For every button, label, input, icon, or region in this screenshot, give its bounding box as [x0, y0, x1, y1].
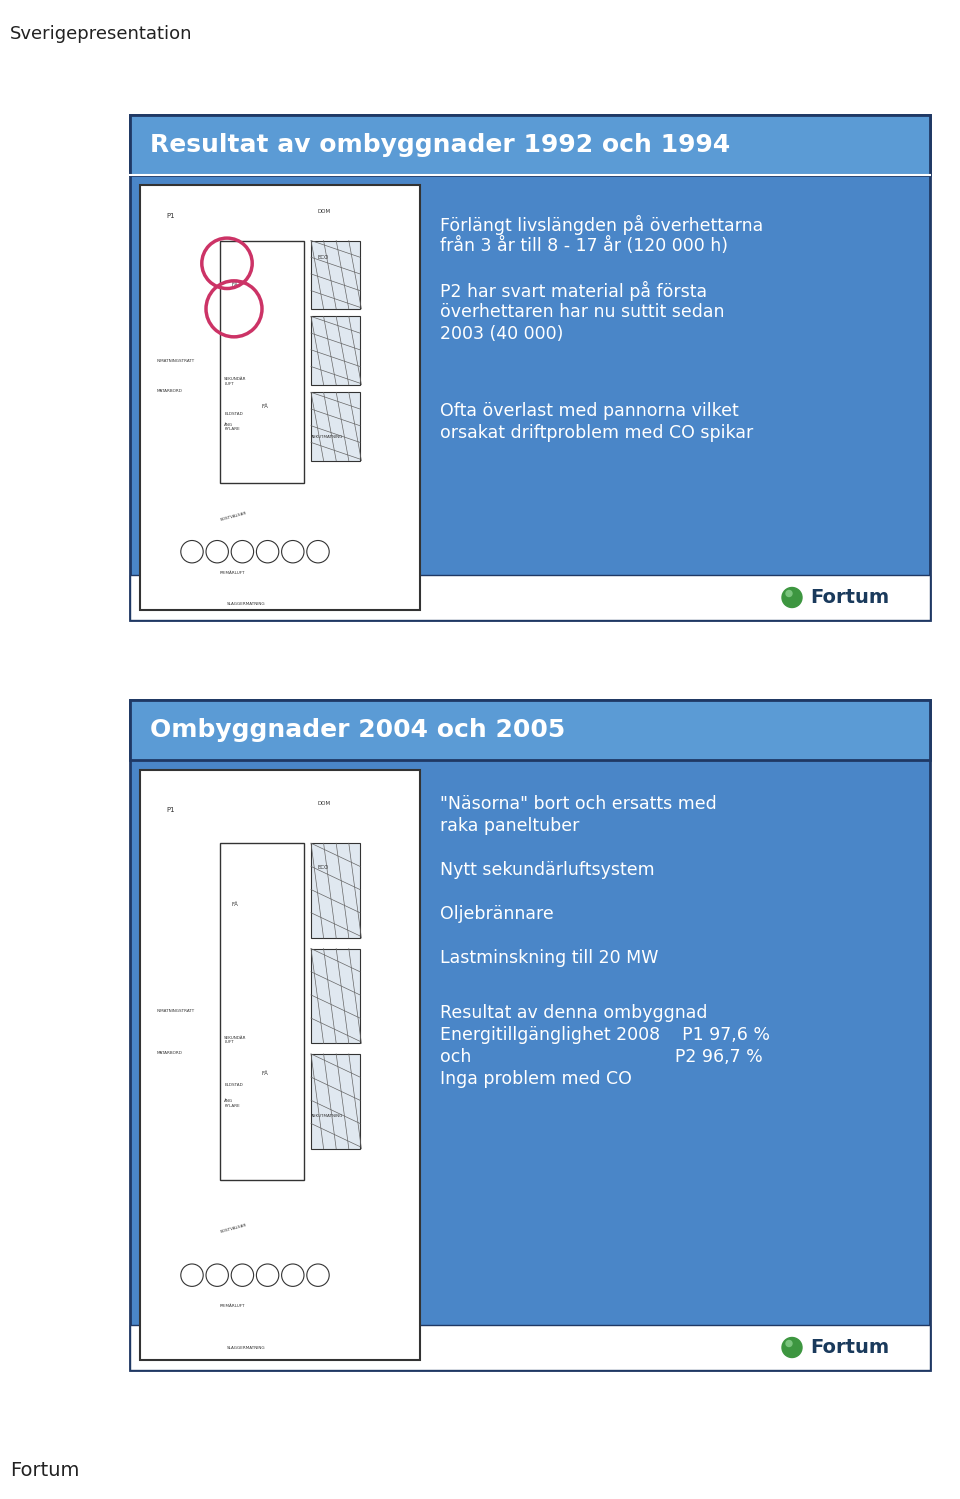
Circle shape	[281, 1264, 304, 1286]
Text: ÅNG
KYLARE: ÅNG KYLARE	[225, 1099, 240, 1108]
Text: ASKUTMATNING: ASKUTMATNING	[311, 435, 344, 439]
Text: och                                     P2 96,7 %: och P2 96,7 %	[440, 1048, 763, 1066]
FancyBboxPatch shape	[130, 700, 930, 1370]
Text: MATARBORD: MATARBORD	[157, 1051, 182, 1055]
Text: orsakat driftproblem med CO spikar: orsakat driftproblem med CO spikar	[440, 424, 754, 442]
Text: BOSTVALSAR: BOSTVALSAR	[220, 511, 248, 522]
Text: PRIMÄRLUFT: PRIMÄRLUFT	[220, 1304, 246, 1307]
Text: FÅ: FÅ	[231, 902, 238, 907]
Circle shape	[256, 1264, 278, 1286]
Circle shape	[782, 588, 802, 607]
Text: MATARBORD: MATARBORD	[157, 390, 182, 393]
Text: 10: 10	[222, 1337, 238, 1351]
Circle shape	[281, 541, 304, 564]
Bar	[311, 240, 360, 309]
Circle shape	[180, 1264, 204, 1286]
Bar	[311, 844, 360, 938]
Circle shape	[206, 1264, 228, 1286]
Bar	[311, 393, 360, 460]
Text: raka paneltuber: raka paneltuber	[440, 817, 580, 835]
Text: ELDSTAD: ELDSTAD	[225, 1082, 243, 1087]
Text: Ofta överlast med pannorna vilket: Ofta överlast med pannorna vilket	[440, 402, 739, 420]
FancyBboxPatch shape	[130, 115, 930, 175]
Text: FÅ: FÅ	[262, 403, 269, 409]
Bar	[311, 1054, 360, 1148]
Text: Fortum: Fortum	[810, 588, 889, 607]
Text: SLAGGERMATNING: SLAGGERMATNING	[227, 1346, 266, 1351]
Circle shape	[231, 541, 253, 564]
Circle shape	[782, 1337, 802, 1358]
Text: BOSTVALSAR: BOSTVALSAR	[220, 1223, 248, 1234]
Text: ÅNG
KYLARE: ÅNG KYLARE	[225, 423, 240, 432]
Text: ECO: ECO	[318, 255, 329, 259]
Text: ASKUTMATNING: ASKUTMATNING	[311, 1114, 344, 1118]
Text: FÅ: FÅ	[231, 282, 238, 288]
Circle shape	[786, 1340, 792, 1346]
Text: P1: P1	[167, 213, 176, 219]
Circle shape	[180, 541, 204, 564]
Text: DOM: DOM	[318, 210, 331, 214]
Circle shape	[256, 541, 278, 564]
Text: DOM: DOM	[318, 802, 331, 806]
Text: SEKUNDÄR
LUFT: SEKUNDÄR LUFT	[225, 1036, 247, 1045]
Text: PRIMÄRLUFT: PRIMÄRLUFT	[220, 571, 246, 576]
Text: från 3 år till 8 - 17 år (120 000 h): från 3 år till 8 - 17 år (120 000 h)	[440, 237, 728, 255]
Bar	[311, 949, 360, 1043]
Circle shape	[206, 541, 228, 564]
FancyBboxPatch shape	[130, 700, 930, 760]
Text: Sverigepresentation: Sverigepresentation	[10, 25, 193, 43]
Text: P1: P1	[167, 806, 176, 812]
Circle shape	[786, 591, 792, 597]
FancyBboxPatch shape	[140, 770, 420, 1360]
Text: Nytt sekundärluftsystem: Nytt sekundärluftsystem	[440, 860, 655, 878]
Text: Oljebrännare: Oljebrännare	[440, 905, 554, 923]
Bar	[220, 240, 304, 483]
Text: ELDSTAD: ELDSTAD	[225, 412, 243, 417]
Text: P2 har svart material på första: P2 har svart material på första	[440, 280, 708, 301]
Text: Ombyggnader 2004 och 2005: Ombyggnader 2004 och 2005	[150, 718, 565, 742]
Circle shape	[307, 541, 329, 564]
Text: Lastminskning till 20 MW: Lastminskning till 20 MW	[440, 949, 659, 967]
Text: SLAGGERMATNING: SLAGGERMATNING	[227, 601, 266, 606]
Text: ECO: ECO	[318, 865, 329, 869]
FancyBboxPatch shape	[130, 1325, 930, 1370]
Text: INMATNINGSTRATT: INMATNINGSTRATT	[157, 358, 195, 363]
FancyBboxPatch shape	[130, 115, 930, 621]
Text: Fortum: Fortum	[10, 1462, 80, 1480]
Text: Förlängt livslängden på överhettarna: Förlängt livslängden på överhettarna	[440, 214, 763, 235]
Text: 9: 9	[226, 588, 234, 600]
Bar	[311, 316, 360, 385]
Text: Inga problem med CO: Inga problem med CO	[440, 1070, 632, 1088]
Circle shape	[231, 1264, 253, 1286]
Text: INMATNINGSTRATT: INMATNINGSTRATT	[157, 1009, 195, 1013]
Text: 2003 (40 000): 2003 (40 000)	[440, 325, 564, 343]
Text: Resultat av ombyggnader 1992 och 1994: Resultat av ombyggnader 1992 och 1994	[150, 133, 731, 157]
Text: Fortum: Fortum	[810, 1339, 889, 1357]
Text: Resultat av denna ombyggnad: Resultat av denna ombyggnad	[440, 1004, 708, 1022]
Text: Energitillgänglighet 2008    P1 97,6 %: Energitillgänglighet 2008 P1 97,6 %	[440, 1025, 770, 1043]
Text: SEKUNDÄR
LUFT: SEKUNDÄR LUFT	[225, 378, 247, 385]
Text: FÅ: FÅ	[262, 1070, 269, 1076]
FancyBboxPatch shape	[130, 576, 930, 621]
Text: "Näsorna" bort och ersatts med: "Näsorna" bort och ersatts med	[440, 794, 717, 812]
Text: överhettaren har nu suttit sedan: överhettaren har nu suttit sedan	[440, 303, 725, 321]
FancyBboxPatch shape	[140, 184, 420, 610]
Circle shape	[307, 1264, 329, 1286]
Bar	[220, 844, 304, 1180]
